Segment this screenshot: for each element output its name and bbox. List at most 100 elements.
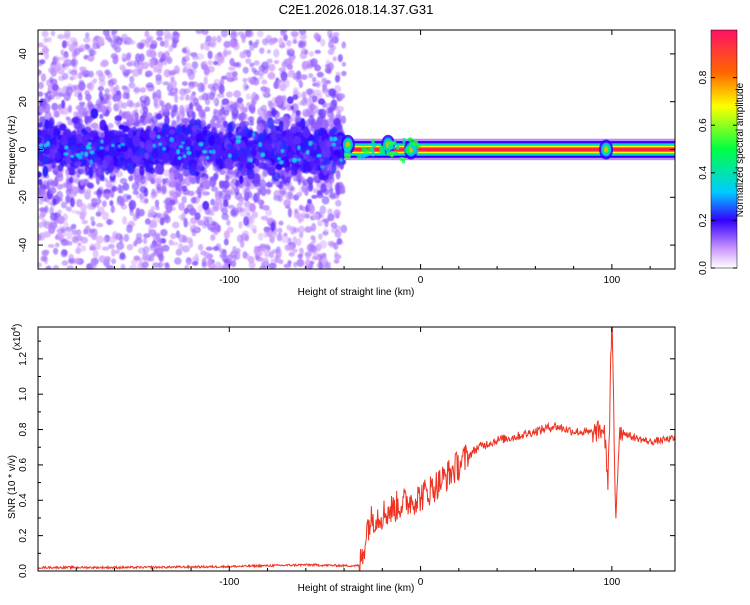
noise-blob <box>168 172 175 181</box>
noise-blob <box>257 188 262 195</box>
noise-blob <box>107 243 115 249</box>
noise-blob <box>42 165 49 177</box>
noise-blob <box>140 114 147 120</box>
noise-blob <box>77 92 83 101</box>
noise-blob <box>318 233 323 240</box>
noise-blob <box>114 45 122 53</box>
noise-blob <box>115 249 120 255</box>
noise-blob <box>173 154 183 166</box>
noise-blob <box>238 200 244 206</box>
noise-blob <box>149 243 157 249</box>
noise-blob <box>38 221 44 229</box>
noise-blob <box>260 215 269 221</box>
noise-blob <box>175 230 180 239</box>
noise-blob <box>271 164 276 172</box>
noise-blob <box>128 175 134 182</box>
noise-blob <box>261 205 270 211</box>
noise-blob <box>38 233 42 241</box>
noise-blob <box>197 244 204 251</box>
noise-blob <box>221 213 229 221</box>
noise-blob <box>251 211 259 219</box>
noise-blob <box>75 235 83 242</box>
noise-blob <box>271 171 281 182</box>
noise-blob <box>89 159 93 165</box>
noise-blob <box>299 33 307 40</box>
noise-blob <box>328 106 334 113</box>
noise-blob <box>287 151 294 158</box>
noise-blob <box>126 99 134 108</box>
noise-blob <box>249 203 256 212</box>
noise-blob <box>286 40 292 47</box>
noise-blob <box>68 176 74 184</box>
noise-blob <box>152 262 160 268</box>
noise-blob <box>44 121 50 131</box>
noise-blob <box>312 95 318 103</box>
y-tick-label: 20 <box>18 96 29 108</box>
noise-blob <box>71 229 78 236</box>
noise-blob <box>108 144 114 157</box>
noise-blob <box>295 110 301 116</box>
snr-y-multiplier: (x104) <box>11 324 23 351</box>
noise-blob <box>335 169 341 180</box>
noise-blob <box>226 169 235 175</box>
signal-feature <box>344 153 351 159</box>
noise-blob <box>60 201 67 209</box>
noise-blob <box>259 47 265 54</box>
signal-feature <box>407 137 414 143</box>
noise-blob <box>119 178 128 184</box>
noise-blob <box>285 58 292 67</box>
noise-blob <box>85 93 92 102</box>
noise-blob <box>223 40 232 48</box>
noise-blob <box>97 36 105 46</box>
noise-blob <box>182 157 189 168</box>
noise-blob <box>195 175 201 185</box>
noise-blob <box>169 79 178 88</box>
noise-blob <box>144 152 149 160</box>
noise-blob <box>197 204 204 213</box>
noise-blob <box>231 260 237 268</box>
noise-blob <box>158 261 163 269</box>
noise-blob <box>80 151 84 156</box>
noise-blob <box>104 155 111 163</box>
noise-blob <box>168 189 174 196</box>
noise-blob <box>85 225 91 230</box>
noise-blob <box>59 123 67 131</box>
noise-blob <box>300 145 307 154</box>
noise-blob <box>320 38 326 47</box>
noise-blob <box>201 257 207 267</box>
noise-blob <box>198 109 206 118</box>
signal-feature <box>379 150 386 154</box>
noise-blob <box>114 115 123 122</box>
noise-blob <box>104 167 111 175</box>
noise-blob <box>211 220 217 227</box>
noise-blob <box>88 70 94 78</box>
noise-blob <box>217 51 223 57</box>
noise-blob <box>268 63 276 72</box>
noise-blob <box>322 83 327 92</box>
noise-blob <box>90 264 97 269</box>
noise-blob <box>281 235 289 244</box>
noise-blob <box>161 262 166 267</box>
noise-blob <box>262 257 269 264</box>
noise-blob <box>313 158 321 165</box>
noise-blob <box>313 32 320 40</box>
noise-blob <box>218 137 224 145</box>
noise-blob <box>339 184 346 194</box>
noise-blob <box>194 253 199 261</box>
noise-blob <box>210 186 219 192</box>
noise-blob <box>182 235 188 243</box>
noise-blob <box>334 251 339 257</box>
noise-blob <box>63 52 69 59</box>
noise-blob <box>40 73 47 82</box>
noise-blob <box>258 179 267 189</box>
noise-blob <box>326 182 333 189</box>
noise-blob <box>264 87 271 94</box>
noise-blob <box>53 247 59 255</box>
noise-blob <box>332 56 337 62</box>
noise-blob <box>185 237 193 244</box>
y-tick-label: -20 <box>18 190 29 205</box>
noise-blob <box>229 31 238 39</box>
noise-blob <box>157 68 162 74</box>
noise-blob <box>156 36 163 41</box>
noise-blob <box>333 149 341 157</box>
